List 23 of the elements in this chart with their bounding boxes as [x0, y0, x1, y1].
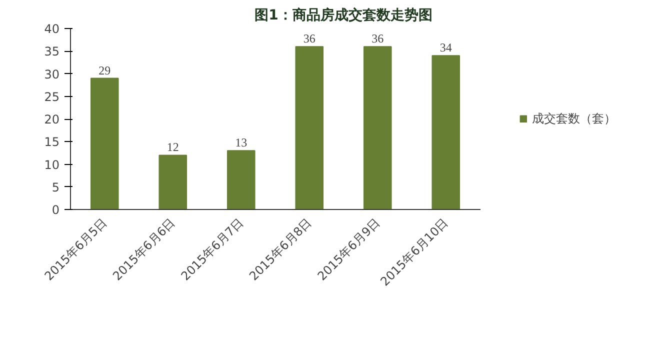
bar: [226, 150, 256, 210]
y-tick-label: 5: [52, 180, 60, 194]
bar: [295, 46, 324, 210]
data-label: 34: [440, 40, 452, 55]
y-tick-label: 20: [44, 112, 60, 126]
y-tick-label: 0: [52, 203, 60, 217]
chart-title: 图1：商品房成交套数走势图: [254, 6, 432, 24]
y-tick-label: 15: [44, 135, 60, 150]
bar: [363, 46, 392, 210]
bar: [432, 55, 460, 210]
data-label: 36: [303, 32, 316, 46]
legend-label: 成交套数（套）: [532, 110, 616, 127]
bar: [90, 78, 119, 210]
bar: [158, 154, 188, 210]
y-tick-label: 30: [44, 67, 60, 82]
data-label: 36: [372, 32, 384, 46]
y-tick-label: 40: [44, 22, 60, 36]
data-label: 13: [235, 136, 248, 150]
y-tick-label: 35: [44, 44, 60, 59]
y-tick-label: 25: [44, 90, 60, 104]
data-label: 29: [98, 63, 111, 78]
data-label: 12: [166, 140, 179, 154]
y-tick-label: 10: [44, 158, 60, 172]
